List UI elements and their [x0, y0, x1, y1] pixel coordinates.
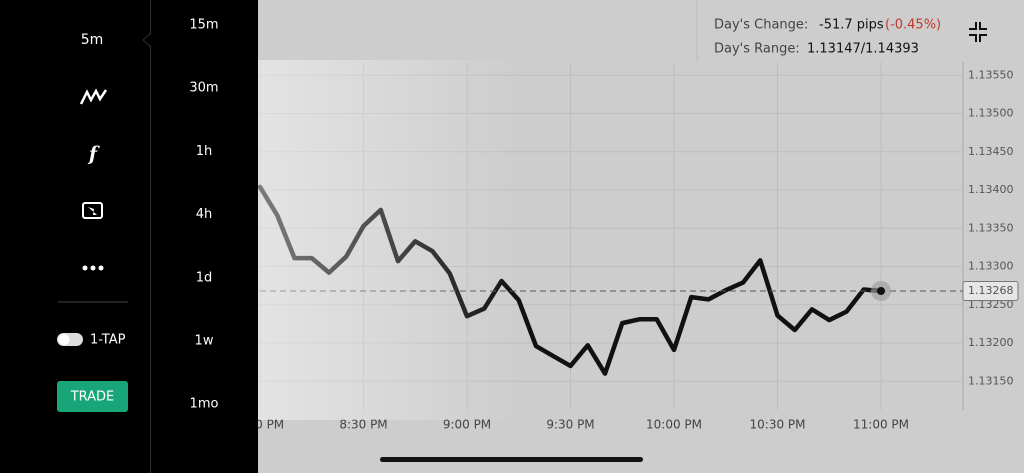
- drawing-icon[interactable]: [82, 202, 103, 219]
- timeframe-option[interactable]: 4h: [196, 207, 213, 222]
- change-percent: (-0.45%): [885, 18, 941, 33]
- x-tick-label: 8:30 PM: [339, 418, 387, 432]
- y-tick-label: 1.13150: [968, 374, 1014, 387]
- timeframe-option[interactable]: 30m: [189, 81, 218, 96]
- collapse-icon[interactable]: [969, 22, 987, 42]
- y-tick-label: 1.13200: [968, 336, 1014, 349]
- y-tick-label: 1.13550: [968, 68, 1014, 81]
- y-tick-label: 1.13450: [968, 145, 1014, 158]
- range-label: Day's Range:: [714, 42, 800, 57]
- indicator-icon[interactable]: f: [87, 143, 100, 165]
- y-tick-label: 1.13500: [968, 107, 1014, 120]
- menu-items: 15m 30m 1h 4h 1d 1w 1mo: [189, 18, 218, 412]
- timeframe-option[interactable]: 1h: [196, 144, 213, 159]
- x-tick-label: 9:00 PM: [443, 418, 491, 432]
- y-tick-label: 1.13350: [968, 221, 1014, 234]
- menu-caret: [142, 32, 152, 48]
- timeframe-menu: [150, 0, 258, 473]
- one-tap-label: 1-TAP: [90, 333, 126, 348]
- x-tick-label: 9:30 PM: [546, 418, 594, 432]
- y-tick-label: 1.13400: [968, 183, 1014, 196]
- trade-button[interactable]: [57, 381, 128, 412]
- chart-type-icon[interactable]: [79, 88, 108, 105]
- timeframe-option[interactable]: 1d: [196, 270, 213, 285]
- y-tick-label: 1.13250: [968, 298, 1014, 311]
- timeframe-button[interactable]: 5m: [81, 32, 104, 48]
- toggle-knob: [58, 334, 70, 345]
- timeframe-option[interactable]: 1w: [195, 334, 214, 349]
- x-tick-label: 11:00 PM: [853, 418, 909, 432]
- home-indicator: [380, 457, 643, 462]
- x-tick-label: 10:00 PM: [646, 418, 702, 432]
- more-icon[interactable]: [82, 265, 104, 271]
- timeframe-option[interactable]: 1mo: [190, 397, 219, 412]
- last-price-label: 1.13268: [968, 284, 1014, 297]
- fade-overlay: [258, 60, 518, 420]
- y-tick-label: 1.13300: [968, 260, 1014, 273]
- range-value: 1.13147/1.14393: [807, 42, 919, 57]
- change-pips: -51.7 pips: [819, 18, 884, 33]
- last-point: [877, 286, 885, 295]
- trade-label: TRADE: [70, 390, 115, 405]
- last-price-box: [962, 280, 1019, 301]
- change-label: Day's Change:: [714, 18, 808, 33]
- x-tick-label: 10:30 PM: [750, 418, 806, 432]
- timeframe-option[interactable]: 15m: [189, 18, 218, 33]
